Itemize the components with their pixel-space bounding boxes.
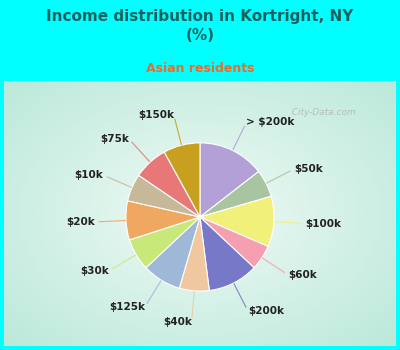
Text: $50k: $50k (294, 164, 322, 174)
Text: Income distribution in Kortright, NY
(%): Income distribution in Kortright, NY (%) (46, 9, 354, 43)
Text: $40k: $40k (163, 317, 192, 327)
Text: $200k: $200k (248, 306, 284, 316)
Wedge shape (146, 217, 200, 288)
Wedge shape (200, 196, 274, 246)
Wedge shape (200, 217, 268, 268)
Text: $20k: $20k (66, 217, 95, 227)
Wedge shape (130, 217, 200, 268)
Text: $30k: $30k (81, 266, 110, 275)
Wedge shape (200, 172, 271, 217)
Wedge shape (200, 217, 254, 290)
Wedge shape (164, 143, 200, 217)
Text: $10k: $10k (75, 170, 104, 180)
Wedge shape (139, 152, 200, 217)
Wedge shape (128, 175, 200, 217)
Text: Asian residents: Asian residents (146, 62, 254, 75)
Text: $60k: $60k (288, 270, 317, 280)
Text: $100k: $100k (305, 219, 341, 229)
Text: $75k: $75k (100, 134, 129, 144)
Text: $125k: $125k (109, 302, 145, 312)
Text: City-Data.com: City-Data.com (286, 108, 356, 117)
Wedge shape (179, 217, 209, 291)
Text: $150k: $150k (138, 110, 174, 120)
Wedge shape (126, 201, 200, 240)
Text: > $200k: > $200k (246, 118, 295, 127)
Wedge shape (200, 143, 258, 217)
